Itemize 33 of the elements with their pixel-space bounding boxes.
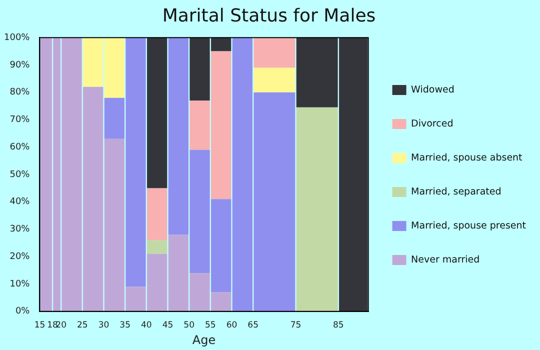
x-axis-title: Age [192,332,216,347]
y-tick-label: 30% [10,224,30,235]
y-tick-label: 40% [10,197,30,208]
x-tick-label: 30 [98,320,110,331]
y-tick-label: 60% [10,142,30,152]
legend-label: Married, spouse absent [411,152,523,164]
y-tick-label: 10% [10,279,30,290]
y-tick-label: 0% [15,306,30,317]
x-tick-label: 40 [140,320,152,331]
y-tick-label: 70% [10,115,30,126]
bar [147,38,168,188]
y-tick-label: 80% [10,88,30,98]
x-tick-label: 45 [162,320,174,331]
y-tick-label: 100% [4,32,30,43]
y-tick-label: 50% [10,170,30,180]
legend-label: Divorced [411,118,454,130]
x-tick-label: 65 [248,320,258,331]
x-tick-label: 15 [34,320,46,331]
legend-label: Never married [411,254,480,266]
x-tick-label: 25 [76,320,88,331]
legend-label: Married, separated [411,186,502,198]
x-tick-label: 60 [226,320,238,331]
x-tick-label: 55 [205,320,216,331]
x-tick-label: 75 [290,320,302,331]
chart-title: Marital Status for Males [162,5,376,26]
legend-label: Widowed [411,84,454,96]
y-tick-label: 20% [10,252,30,262]
y-tick-label: 90% [10,60,30,70]
x-tick-label: 50 [184,320,194,331]
x-tick-label: 35 [120,320,130,331]
legend-label: Married, spouse present [411,220,526,232]
bar [147,188,168,240]
x-tick-label: 85 [333,320,344,331]
